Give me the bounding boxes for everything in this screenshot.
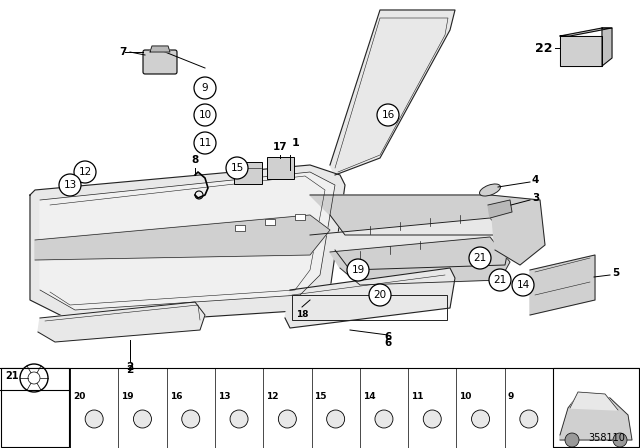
Text: 21: 21	[474, 253, 486, 263]
Circle shape	[134, 410, 152, 428]
Text: 15: 15	[314, 392, 327, 401]
Circle shape	[565, 433, 579, 447]
Circle shape	[423, 410, 441, 428]
Text: 18: 18	[296, 310, 308, 319]
Ellipse shape	[479, 184, 500, 196]
Text: 20: 20	[373, 290, 387, 300]
Text: 8: 8	[191, 155, 198, 165]
Text: 3: 3	[532, 193, 540, 203]
Polygon shape	[38, 302, 205, 342]
Text: 19: 19	[122, 392, 134, 401]
Text: 16: 16	[381, 110, 395, 120]
Text: 14: 14	[516, 280, 530, 290]
Polygon shape	[330, 237, 510, 285]
Polygon shape	[488, 200, 512, 218]
Text: 4: 4	[532, 175, 540, 185]
Text: 9: 9	[508, 392, 514, 401]
Text: 21: 21	[493, 275, 507, 285]
Circle shape	[326, 410, 345, 428]
Circle shape	[512, 274, 534, 296]
Text: 22: 22	[534, 42, 552, 55]
Bar	[292, 295, 447, 320]
Circle shape	[369, 284, 391, 306]
Circle shape	[278, 410, 296, 428]
Polygon shape	[330, 10, 455, 175]
Bar	[553, 368, 639, 447]
Text: 11: 11	[198, 138, 212, 148]
Text: 13: 13	[63, 180, 77, 190]
Text: 19: 19	[351, 265, 365, 275]
Bar	[1, 368, 69, 447]
Polygon shape	[560, 36, 602, 66]
Polygon shape	[602, 28, 612, 66]
Polygon shape	[490, 195, 545, 265]
Circle shape	[472, 410, 490, 428]
Text: 6: 6	[385, 332, 392, 342]
Circle shape	[74, 161, 96, 183]
Text: 21: 21	[5, 371, 19, 381]
Text: 10: 10	[198, 110, 212, 120]
Circle shape	[613, 433, 627, 447]
Text: 12: 12	[266, 392, 278, 401]
Text: 12: 12	[78, 167, 92, 177]
Polygon shape	[530, 255, 595, 315]
Polygon shape	[310, 218, 510, 270]
Polygon shape	[40, 172, 335, 310]
Circle shape	[59, 174, 81, 196]
Polygon shape	[35, 215, 330, 260]
Bar	[295, 214, 305, 220]
Polygon shape	[285, 268, 455, 328]
FancyBboxPatch shape	[234, 162, 262, 184]
Circle shape	[469, 247, 491, 269]
Polygon shape	[150, 46, 170, 52]
Polygon shape	[560, 28, 612, 36]
Polygon shape	[310, 195, 510, 235]
Circle shape	[520, 410, 538, 428]
Circle shape	[85, 410, 103, 428]
Text: 20: 20	[73, 392, 85, 401]
Text: 2: 2	[126, 365, 134, 375]
Text: 16: 16	[170, 392, 182, 401]
Polygon shape	[30, 165, 345, 325]
Polygon shape	[560, 395, 632, 440]
Text: 11: 11	[411, 392, 424, 401]
Circle shape	[194, 77, 216, 99]
Circle shape	[194, 104, 216, 126]
Polygon shape	[570, 392, 618, 410]
Circle shape	[226, 157, 248, 179]
Text: 10: 10	[460, 392, 472, 401]
Circle shape	[347, 259, 369, 281]
Circle shape	[182, 410, 200, 428]
Text: 6: 6	[385, 338, 392, 348]
Circle shape	[194, 132, 216, 154]
FancyBboxPatch shape	[143, 50, 177, 74]
Text: 5: 5	[612, 268, 620, 278]
Text: 358110: 358110	[588, 433, 625, 443]
Circle shape	[377, 104, 399, 126]
Text: 17: 17	[273, 142, 287, 152]
Text: 13: 13	[218, 392, 230, 401]
Text: 9: 9	[202, 83, 208, 93]
Text: 7: 7	[120, 47, 127, 57]
Bar	[265, 219, 275, 225]
Text: 2: 2	[126, 362, 134, 372]
Circle shape	[375, 410, 393, 428]
Text: 15: 15	[230, 163, 244, 173]
FancyBboxPatch shape	[267, 157, 294, 179]
Text: 14: 14	[363, 392, 376, 401]
Text: 1: 1	[292, 138, 300, 148]
Circle shape	[230, 410, 248, 428]
Bar	[235, 225, 245, 231]
Circle shape	[489, 269, 511, 291]
